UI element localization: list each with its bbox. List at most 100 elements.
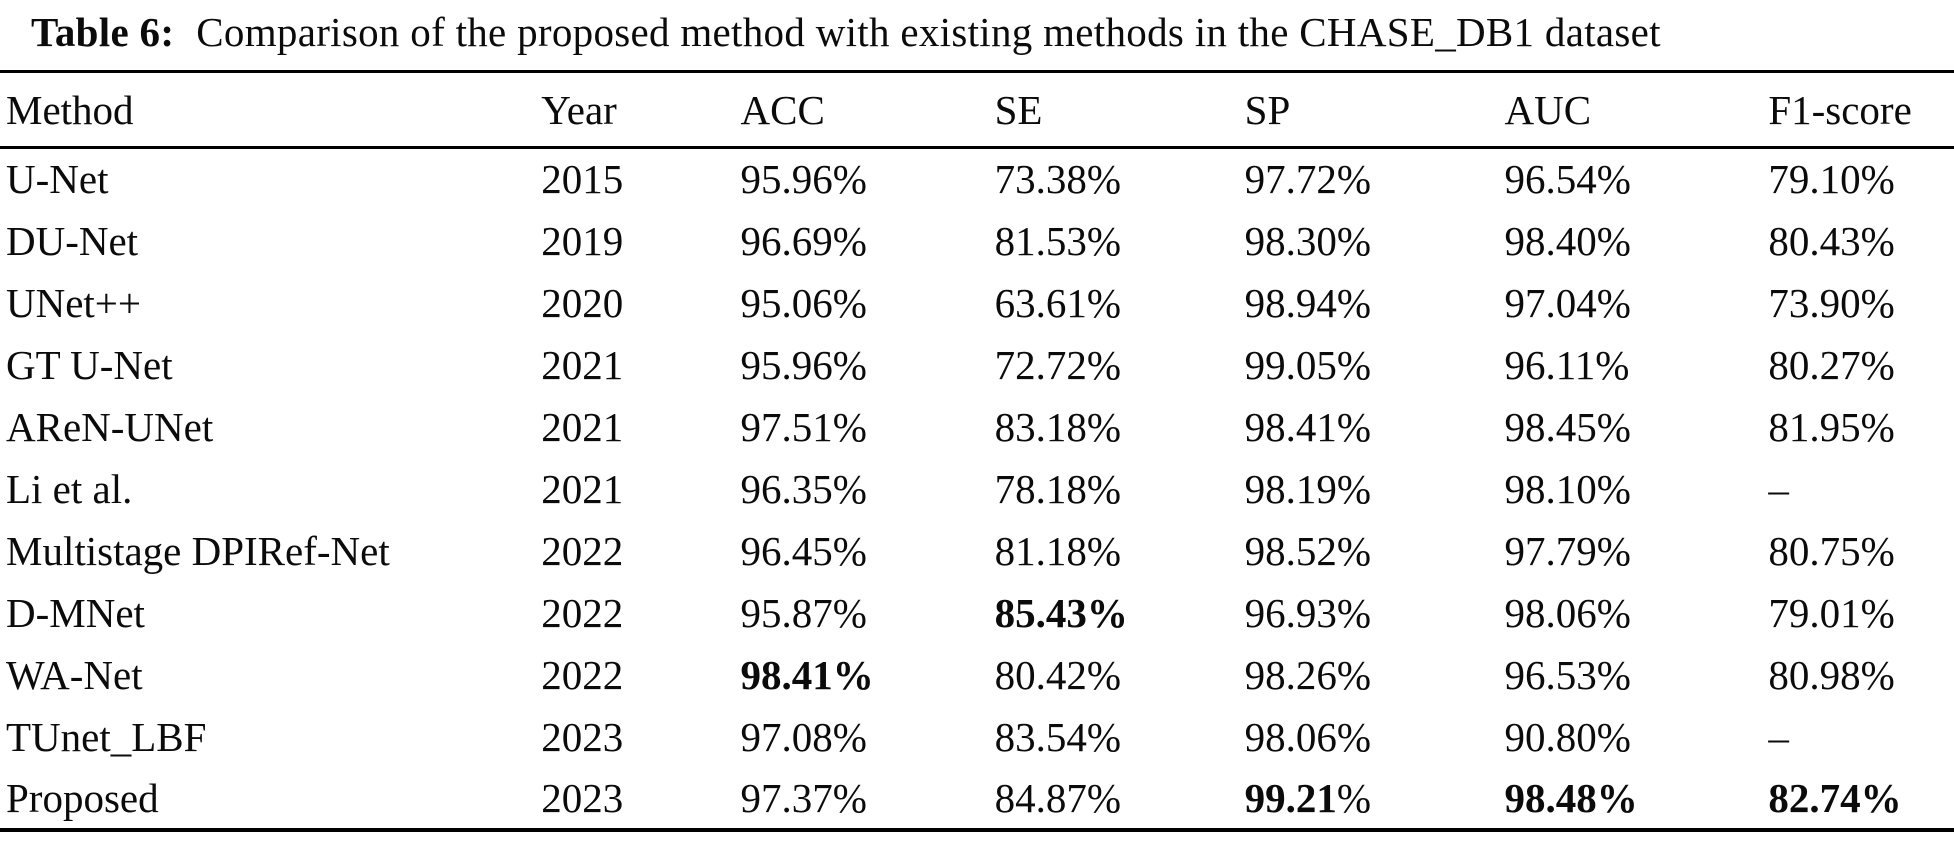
cell-text: 2021 (541, 403, 624, 450)
cell-auc: 97.79% (1505, 520, 1769, 582)
cell-text: 98.94% (1244, 279, 1372, 326)
cell-method: Multistage DPIRef-Net (0, 520, 541, 582)
cell-year: 2021 (541, 334, 740, 396)
table-row: Li et al. 2021 96.35% 78.18% 98.19% 98.10% – (0, 458, 1954, 520)
cell-text: 82.74% (1768, 774, 1902, 821)
cell-text: 81.53% (994, 217, 1121, 264)
cell-text: U-Net (6, 156, 109, 203)
cell-text: 98.48% (1504, 774, 1638, 821)
cell-text: GT U-Net (6, 341, 173, 388)
cell-text: 96.93% (1244, 589, 1372, 636)
cell-acc: 95.06% (741, 272, 995, 334)
cell-acc: 96.35% (741, 458, 995, 520)
table-row: Proposed 2023 97.37% 84.87% 99.21% 98.48% 82.7… (0, 768, 1954, 830)
cell-text: 80.27% (1768, 341, 1895, 388)
cell-sp: 98.06% (1245, 706, 1505, 768)
table-row: UNet++ 2020 95.06% 63.61% 98.94% 97.04% 73.90% (0, 272, 1954, 334)
cell-text: 98.10% (1504, 465, 1631, 512)
cell-acc: 97.51% (741, 396, 995, 458)
comparison-table: Method Year ACC SE SP AUC F1-score U-Net 2015 95… (0, 70, 1954, 832)
table-row: WA-Net 2022 98.41% 80.42% 98.26% 96.53% 80.98% (0, 644, 1954, 706)
cell-text: 96.69% (740, 217, 867, 264)
column-header-year: Year (541, 86, 617, 133)
cell-text: 2020 (541, 279, 624, 326)
table-row: TUnet_LBF 2023 97.08% 83.54% 98.06% 90.80% – (0, 706, 1954, 768)
cell-se: 84.87% (995, 768, 1245, 830)
cell-text: 98.41% (1244, 403, 1372, 450)
cell-method: U-Net (0, 148, 541, 210)
cell-text: 73.90% (1768, 279, 1895, 326)
cell-text: 95.87% (740, 589, 867, 636)
cell-text: 97.72% (1244, 156, 1372, 203)
cell-auc: 98.40% (1505, 210, 1769, 272)
cell-text: 97.04% (1504, 279, 1631, 326)
cell-text: 83.54% (994, 713, 1121, 760)
cell-text: 99.05% (1244, 341, 1372, 388)
cell-f1-score: 80.75% (1768, 520, 1954, 582)
cell-text: – (1768, 713, 1789, 760)
cell-text: 63.61% (994, 279, 1121, 326)
cell-f1-score: – (1768, 458, 1954, 520)
cell-text: 96.45% (740, 527, 867, 574)
cell-text: 99.21 (1244, 774, 1337, 821)
cell-method: GT U-Net (0, 334, 541, 396)
table-row: U-Net 2015 95.96% 73.38% 97.72% 96.54% 79.10% (0, 148, 1954, 210)
cell-text: 80.43% (1768, 217, 1895, 264)
cell-text: 85.43% (994, 589, 1128, 636)
cell-text: 81.95% (1768, 403, 1895, 450)
cell-text: 96.54% (1504, 156, 1631, 203)
cell-text: 98.06% (1504, 589, 1631, 636)
cell-method: WA-Net (0, 644, 541, 706)
cell-text: 96.53% (1504, 651, 1631, 698)
cell-text: D-MNet (6, 589, 145, 636)
cell-text: 83.18% (994, 403, 1121, 450)
cell-text: WA-Net (6, 651, 143, 698)
cell-text: 97.79% (1504, 527, 1631, 574)
cell-se: 85.43% (995, 582, 1245, 644)
cell-text: Li et al. (6, 465, 133, 512)
cell-text: 2019 (541, 217, 624, 264)
cell-sp: 98.30% (1245, 210, 1505, 272)
cell-text: 90.80% (1504, 713, 1631, 760)
cell-acc: 97.08% (741, 706, 995, 768)
cell-year: 2022 (541, 644, 740, 706)
table-caption: Table 6: Comparison of the proposed metho… (0, 0, 1954, 70)
cell-text: Multistage DPIRef-Net (6, 527, 390, 574)
cell-auc: 98.06% (1505, 582, 1769, 644)
cell-method: Proposed (0, 768, 541, 830)
cell-text: 72.72% (994, 341, 1121, 388)
column-header-sp: SP (1244, 86, 1291, 133)
cell-sp: 98.52% (1245, 520, 1505, 582)
cell-text: 2022 (541, 651, 624, 698)
cell-text: 2022 (541, 527, 624, 574)
cell-sp: 97.72% (1245, 148, 1505, 210)
cell-text: 2022 (541, 589, 624, 636)
cell-year: 2022 (541, 520, 740, 582)
cell-text: 79.10% (1768, 156, 1895, 203)
cell-method: AReN-UNet (0, 396, 541, 458)
cell-text: 84.87% (994, 774, 1121, 821)
cell-sp: 96.93% (1245, 582, 1505, 644)
cell-f1-score: 80.43% (1768, 210, 1954, 272)
cell-auc: 98.45% (1505, 396, 1769, 458)
cell-text: Proposed (6, 774, 159, 821)
cell-acc: 95.96% (741, 334, 995, 396)
cell-f1-score: 73.90% (1768, 272, 1954, 334)
cell-year: 2020 (541, 272, 740, 334)
table-row: DU-Net 2019 96.69% 81.53% 98.30% 98.40% 80.43% (0, 210, 1954, 272)
cell-sp: 98.41% (1245, 396, 1505, 458)
cell-sp: 98.26% (1245, 644, 1505, 706)
table-caption-label: Table 6: (31, 9, 175, 55)
cell-text: 95.96% (740, 341, 867, 388)
cell-text: 2023 (541, 713, 624, 760)
cell-text: 98.30% (1244, 217, 1372, 264)
cell-year: 2015 (541, 148, 740, 210)
cell-auc: 98.10% (1505, 458, 1769, 520)
cell-year: 2023 (541, 706, 740, 768)
cell-sp: 98.94% (1245, 272, 1505, 334)
cell-se: 83.54% (995, 706, 1245, 768)
cell-text: 95.96% (740, 156, 867, 203)
cell-method: Li et al. (0, 458, 541, 520)
cell-text: UNet++ (6, 279, 142, 326)
